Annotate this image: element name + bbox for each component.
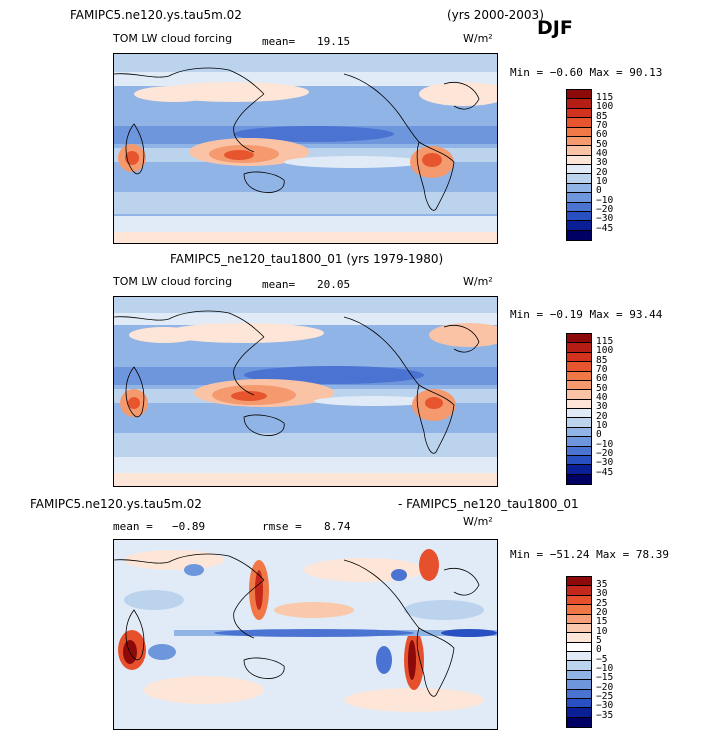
- colorbar-tick: −20: [596, 204, 614, 215]
- panel-2-units: W/m²: [463, 275, 493, 288]
- years-label: (yrs 2000-2003): [447, 8, 544, 22]
- colorbar-tick: 0: [596, 644, 602, 655]
- panel-3-min-max: Min = −51.24 Max = 78.39: [510, 548, 669, 561]
- colorbar-tick: 15: [596, 616, 608, 627]
- colorbar-tick: 60: [596, 373, 608, 384]
- season-label: DJF: [537, 17, 573, 39]
- panel-1-mean-label: mean=: [262, 35, 296, 48]
- colorbar-tick: 50: [596, 139, 608, 150]
- panel-3-title-left: FAMIPC5.ne120.ys.tau5m.02: [30, 497, 202, 511]
- colorbar-tick: 60: [596, 129, 608, 140]
- colorbar-tick: 0: [596, 185, 602, 196]
- panel-3-map: [113, 539, 498, 730]
- colorbar-tick: 20: [596, 167, 608, 178]
- panel-1-map: [113, 53, 498, 244]
- colorbar-tick: 35: [596, 579, 608, 590]
- colorbar-tick: 115: [596, 92, 614, 103]
- colorbar-tick: 20: [596, 607, 608, 618]
- panel-1-min-max: Min = −0.60 Max = 90.13: [510, 66, 663, 79]
- colorbar-tick: 115: [596, 336, 614, 347]
- colorbar-tick: 70: [596, 120, 608, 131]
- colorbar-tick: 10: [596, 176, 608, 187]
- colorbar-tick: 70: [596, 364, 608, 375]
- panel-3-rmse-label: rmse =: [262, 520, 302, 533]
- colorbar-tick: 10: [596, 420, 608, 431]
- colorbar-tick: −30: [596, 213, 614, 224]
- colorbar-tick: 10: [596, 626, 608, 637]
- colorbar-tick: −30: [596, 700, 614, 711]
- colorbar-tick: −30: [596, 457, 614, 468]
- panel-2-field-label: TOM LW cloud forcing: [113, 275, 233, 288]
- colorbar-tick: 40: [596, 148, 608, 159]
- colorbar-tick: 100: [596, 101, 614, 112]
- panel-3-title-right: - FAMIPC5_ne120_tau1800_01: [398, 497, 579, 511]
- colorbar-tick: 20: [596, 411, 608, 422]
- colorbar-tick: −45: [596, 223, 614, 234]
- colorbar-tick: 30: [596, 157, 608, 168]
- colorbar-tick: 40: [596, 392, 608, 403]
- colorbar-tick: −15: [596, 672, 614, 683]
- panel-1-units: W/m²: [463, 32, 493, 45]
- panel-3-rmse-value: 8.74: [324, 520, 351, 533]
- colorbar-tick: −10: [596, 663, 614, 674]
- main-title: FAMIPC5.ne120.ys.tau5m.02: [70, 8, 242, 22]
- colorbar-tick: 85: [596, 111, 608, 122]
- colorbar-tick: 25: [596, 598, 608, 609]
- panel-3-mean-value: −0.89: [172, 520, 206, 533]
- panel-2-colorbar: [566, 333, 592, 485]
- panel-3-mean-label: mean =: [113, 520, 153, 533]
- panel-1-mean-value: 19.15: [317, 35, 351, 48]
- panel-2-title: FAMIPC5_ne120_tau1800_01 (yrs 1979-1980): [170, 252, 444, 266]
- colorbar-tick: 5: [596, 635, 602, 646]
- colorbar-tick: −25: [596, 691, 614, 702]
- colorbar-tick: −10: [596, 439, 614, 450]
- colorbar-tick: 50: [596, 383, 608, 394]
- panel-2-min-max: Min = −0.19 Max = 93.44: [510, 308, 663, 321]
- colorbar-tick: −45: [596, 467, 614, 478]
- panel-3-colorbar: [566, 576, 592, 728]
- colorbar-tick: 0: [596, 429, 602, 440]
- panel-2-mean-label: mean=: [262, 278, 296, 291]
- colorbar-tick: 30: [596, 401, 608, 412]
- panel-3-units: W/m²: [463, 515, 493, 528]
- colorbar-tick: 100: [596, 345, 614, 356]
- panel-1-colorbar: [566, 89, 592, 241]
- colorbar-tick: −20: [596, 682, 614, 693]
- panel-1-field-label: TOM LW cloud forcing: [113, 32, 233, 45]
- colorbar-tick: −10: [596, 195, 614, 206]
- panel-2-mean-value: 20.05: [317, 278, 351, 291]
- colorbar-tick: −5: [596, 654, 608, 665]
- colorbar-tick: −20: [596, 448, 614, 459]
- colorbar-tick: 85: [596, 355, 608, 366]
- panel-2-map: [113, 296, 498, 487]
- colorbar-tick: 30: [596, 588, 608, 599]
- colorbar-tick: −35: [596, 710, 614, 721]
